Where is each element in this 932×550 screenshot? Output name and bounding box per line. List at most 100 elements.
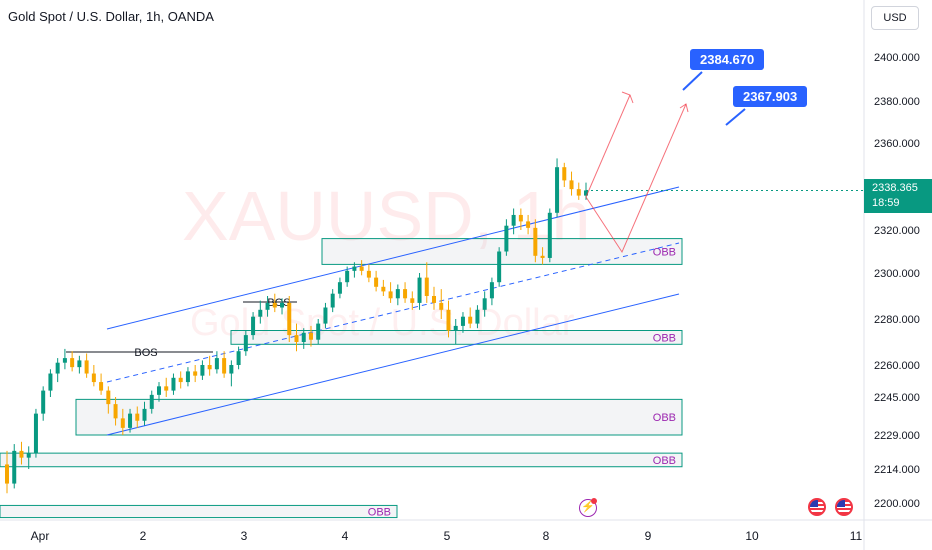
candle-body	[106, 390, 111, 405]
channel-mid-line	[106, 242, 680, 383]
callout-pointer-2	[725, 108, 746, 126]
candle-body	[70, 358, 75, 368]
x-tick-label: 10	[745, 529, 759, 543]
zone-label: OBB	[368, 507, 391, 519]
candle-body	[366, 270, 371, 278]
candle-body	[323, 307, 328, 324]
candle-body	[569, 180, 574, 190]
candle-body	[12, 450, 17, 484]
candle-body	[207, 365, 212, 370]
candle-body	[84, 360, 89, 374]
candle-body	[489, 282, 494, 299]
bos-label: BOS	[134, 347, 157, 359]
candle-body	[308, 332, 313, 340]
zone-label: OBB	[653, 247, 676, 259]
candle-body	[200, 365, 205, 376]
x-tick-label: 8	[543, 529, 550, 543]
candle-body	[128, 413, 133, 428]
candle-body	[403, 289, 408, 299]
notification-dot-icon	[591, 498, 597, 504]
candle-body	[243, 335, 248, 352]
candle-body	[294, 335, 299, 342]
candle-body	[547, 212, 552, 258]
candle-body	[62, 358, 67, 363]
candle-body	[511, 214, 516, 226]
channel-lower-line	[106, 293, 680, 436]
candle-body	[214, 358, 219, 370]
lightning-icon[interactable]: ⚡	[579, 499, 597, 517]
candle-body	[135, 413, 140, 421]
candle-body	[287, 302, 292, 336]
candle-body	[359, 266, 364, 271]
projection-path-2	[585, 103, 687, 254]
candle-body	[562, 167, 567, 181]
y-tick-label: 2200.000	[874, 498, 920, 510]
y-tick-label: 2320.000	[874, 225, 920, 237]
candle-body	[518, 214, 523, 222]
y-tick-label: 2260.000	[874, 360, 920, 372]
candle-body	[316, 323, 321, 340]
bar-countdown: 18:59	[872, 197, 900, 209]
candle-body	[468, 316, 473, 324]
y-tick-label: 2380.000	[874, 96, 920, 108]
y-tick-label: 2229.000	[874, 430, 920, 442]
candle-body	[453, 325, 458, 331]
zone-label: OBB	[653, 332, 676, 344]
candle-body	[432, 296, 437, 303]
candle-body	[236, 351, 241, 365]
zone-label: OBB	[653, 412, 676, 424]
chart-title: Gold Spot / U.S. Dollar, 1h, OANDA	[8, 9, 214, 24]
candle-body	[164, 386, 169, 391]
candle-body	[5, 464, 9, 484]
candle-body	[171, 377, 176, 391]
candle-body	[540, 255, 545, 258]
current-price-tag: 2338.365 18:59	[864, 179, 932, 213]
candle-body	[229, 365, 234, 374]
candle-body	[178, 377, 183, 383]
candle-body	[301, 332, 306, 342]
us-flag-icon[interactable]	[808, 498, 826, 516]
x-tick-label: Apr	[31, 529, 50, 543]
y-tick-label: 2214.000	[874, 464, 920, 476]
x-tick-label: 2	[140, 529, 147, 543]
candle-body	[345, 270, 350, 283]
candle-body	[374, 277, 379, 287]
order-block-zone	[75, 398, 683, 436]
y-tick-label: 2300.000	[874, 268, 920, 280]
candle-body	[337, 282, 342, 294]
order-block-zone	[0, 504, 398, 519]
candle-body	[576, 189, 581, 196]
channel-upper-line	[106, 186, 680, 330]
candle-body	[19, 450, 24, 458]
us-flag-icon[interactable]	[835, 498, 853, 516]
callout-pointer-1	[682, 71, 703, 91]
x-tick-label: 9	[645, 529, 652, 543]
candle-body	[185, 371, 190, 383]
candle-body	[352, 266, 357, 271]
candle-body	[460, 316, 465, 326]
candle-body	[149, 394, 154, 409]
candle-body	[381, 286, 386, 292]
candle-body	[26, 453, 31, 458]
candle-body	[439, 302, 444, 310]
candle-body	[330, 293, 335, 308]
target-callout-1[interactable]: 2384.670	[690, 49, 765, 70]
candle-body	[156, 386, 161, 395]
projection-arrowhead-1	[621, 91, 634, 104]
candle-body	[417, 277, 422, 303]
candle-body	[251, 316, 256, 336]
candle-body	[258, 309, 263, 317]
candle-body	[410, 298, 415, 303]
candle-body	[424, 277, 429, 296]
y-tick-label: 2245.000	[874, 392, 920, 404]
candle-body	[584, 190, 588, 196]
x-tick-label: 11	[850, 529, 863, 543]
target-callout-2[interactable]: 2367.903	[733, 86, 808, 107]
candle-body	[99, 382, 104, 391]
candle-body	[33, 413, 38, 454]
currency-button[interactable]: USD	[871, 6, 919, 30]
candle-body	[55, 362, 60, 374]
candle-body	[265, 302, 270, 310]
order-block-zone	[230, 330, 683, 345]
